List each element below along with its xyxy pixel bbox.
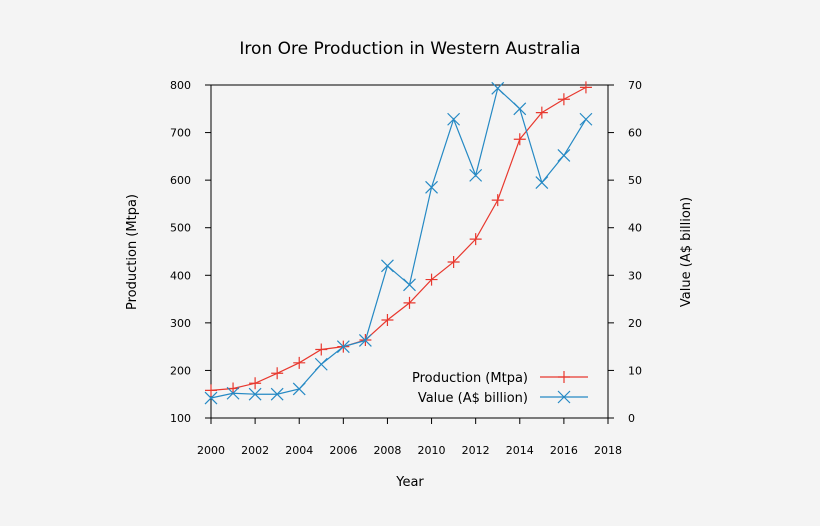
data-point-value: [248, 387, 262, 401]
y-right-tick-label: 10: [628, 364, 642, 377]
data-point-value: [226, 386, 240, 400]
y-left-tick-label: 800: [170, 79, 191, 92]
y-right-tick-label: 50: [628, 174, 642, 187]
data-point-production: [535, 106, 548, 119]
x-tick-label: 2018: [594, 444, 622, 457]
data-point-value: [381, 259, 394, 273]
y-right-tick-label: 30: [628, 269, 642, 282]
data-point-production: [381, 314, 394, 327]
y-right-tick-label: 20: [628, 317, 642, 330]
y-left-tick-label: 300: [170, 317, 191, 330]
y-right-tick-label: 60: [628, 127, 642, 140]
legend-label-production: Production (Mtpa): [412, 371, 528, 386]
x-tick-label: 2012: [462, 444, 490, 457]
y-left-tick-label: 200: [170, 364, 191, 377]
x-tick-label: 2010: [418, 444, 446, 457]
legend-marker-production: [558, 371, 570, 383]
x-axis-title: Year: [395, 475, 424, 490]
data-point-production: [425, 273, 438, 286]
data-point-value: [403, 278, 416, 292]
data-point-production: [513, 133, 526, 146]
data-point-value: [270, 387, 284, 401]
x-tick-label: 2016: [550, 444, 578, 457]
series-value: [204, 81, 593, 405]
series-production: [205, 81, 592, 397]
data-point-value: [579, 112, 593, 126]
data-point-value: [535, 176, 549, 189]
x-tick-label: 2000: [197, 444, 225, 457]
x-axis: 2000 2002 2004 2006 2008 2010 2012 2014 2016 2018: [197, 418, 622, 457]
legend-keys: [540, 371, 588, 404]
data-point-value: [513, 102, 527, 116]
legend-marker-value: [557, 390, 571, 404]
data-point-production: [579, 81, 592, 94]
data-point-production: [205, 384, 217, 397]
data-point-value: [204, 391, 218, 405]
data-point-value: [358, 334, 372, 347]
legend-label-value: Value (A$ billion): [418, 391, 528, 406]
y-axis-left: 100 200 300 400 500 600 700 800: [170, 79, 211, 425]
chart-title: Iron Ore Production in Western Australia: [239, 39, 580, 59]
data-point-value: [447, 112, 461, 126]
y-right-tick-label: 40: [628, 222, 642, 235]
data-point-value: [469, 168, 483, 182]
series-layer: [204, 81, 593, 405]
y-axis-left-title: Production (Mtpa): [125, 194, 140, 310]
data-point-production: [403, 296, 416, 309]
data-point-production: [557, 93, 570, 106]
data-point-production: [469, 233, 482, 246]
legend: Production (Mtpa) Value (A$ billion): [412, 371, 588, 406]
y-left-tick-label: 700: [170, 127, 191, 140]
x-tick-label: 2008: [373, 444, 401, 457]
data-point-production: [315, 343, 328, 356]
data-point-value: [491, 81, 505, 95]
x-tick-label: 2006: [329, 444, 357, 457]
y-axis-right: 0 10 20 30 40 50 60 70: [608, 79, 642, 425]
data-point-value: [314, 357, 328, 371]
x-tick-label: 2002: [241, 444, 269, 457]
x-tick-label: 2004: [285, 444, 313, 457]
data-point-value: [425, 180, 438, 194]
data-point-production: [271, 367, 284, 380]
y-left-tick-label: 400: [170, 269, 191, 282]
data-point-value: [292, 382, 306, 396]
x-tick-label: 2014: [506, 444, 534, 457]
data-point-production: [293, 356, 306, 369]
y-left-tick-label: 100: [170, 412, 191, 425]
series-line-production: [210, 86, 587, 392]
data-point-value: [336, 340, 350, 354]
y-left-tick-label: 500: [170, 222, 191, 235]
plot-frame: [210, 84, 609, 419]
data-point-production: [249, 377, 262, 390]
y-left-tick-label: 600: [170, 174, 191, 187]
y-axis-right-title: Value (A$ billion): [679, 197, 694, 307]
y-right-tick-label: 70: [628, 79, 642, 92]
y-right-tick-label: 0: [628, 412, 635, 425]
data-point-production: [491, 194, 504, 207]
data-point-production: [447, 255, 460, 268]
series-line-value: [210, 87, 587, 399]
data-point-value: [557, 148, 571, 162]
